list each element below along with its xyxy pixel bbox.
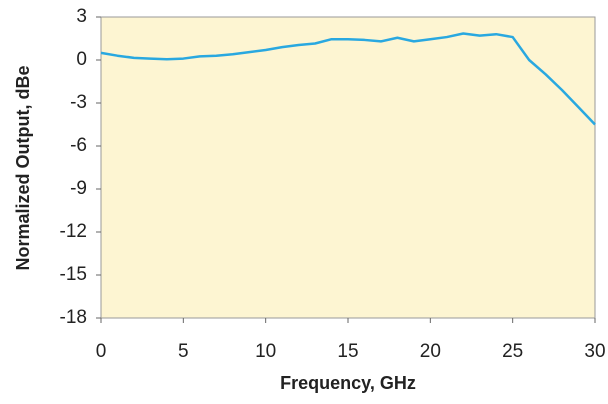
y-tick-label: -18 (60, 307, 87, 328)
y-tick-label: -6 (70, 135, 87, 156)
x-tick-label: 5 (178, 341, 189, 362)
x-tick-label: 0 (96, 341, 107, 362)
y-tick-label: 0 (76, 49, 87, 70)
x-tick-label: 30 (584, 341, 605, 362)
y-tick-label: 3 (76, 6, 87, 27)
y-tick-label: -9 (70, 178, 87, 199)
x-tick-label: 10 (255, 341, 276, 362)
x-tick-label: 20 (420, 341, 441, 362)
data-line (100, 32, 596, 126)
x-axis-title: Frequency, GHz (280, 373, 416, 393)
y-axis-title: Normalized Output, dBe (13, 65, 33, 270)
y-tick-label: -3 (70, 92, 87, 113)
x-tick-label: 15 (337, 341, 358, 362)
y-tick-label: -12 (60, 221, 87, 242)
plot-area (100, 16, 596, 319)
x-tick-label: 25 (502, 341, 523, 362)
y-tick-label: -15 (60, 264, 87, 285)
